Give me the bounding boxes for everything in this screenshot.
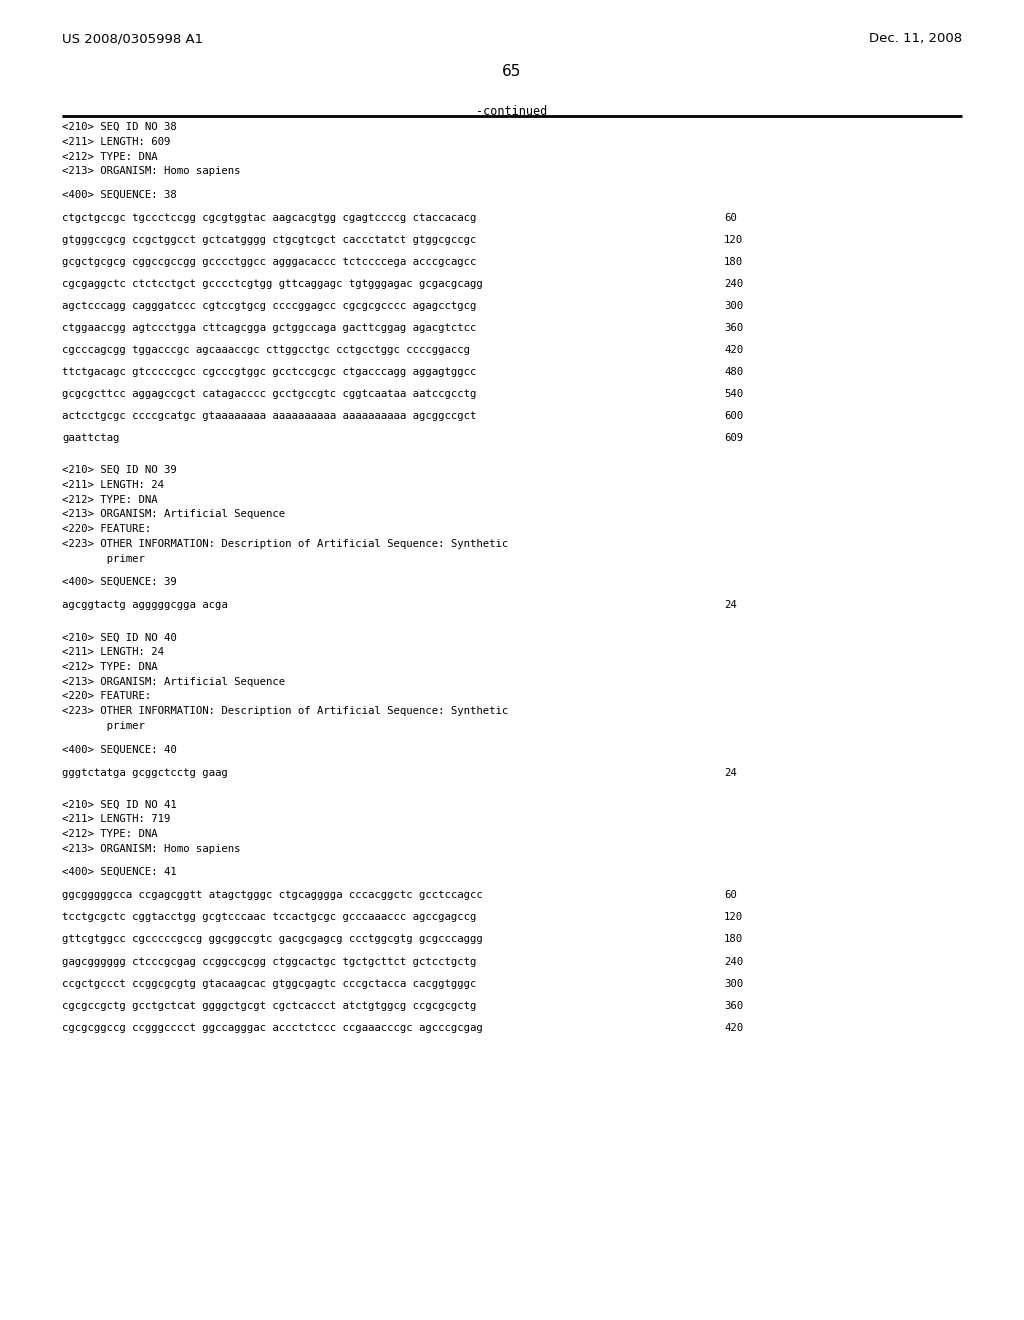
Text: cgcgccgctg gcctgctcat ggggctgcgt cgctcaccct atctgtggcg ccgcgcgctg: cgcgccgctg gcctgctcat ggggctgcgt cgctcac… (62, 1001, 476, 1011)
Text: <400> SEQUENCE: 41: <400> SEQUENCE: 41 (62, 867, 177, 878)
Text: 120: 120 (724, 235, 743, 246)
Text: gcgcgcttcc aggagccgct catagacccc gcctgccgtc cggtcaataa aatccgcctg: gcgcgcttcc aggagccgct catagacccc gcctgcc… (62, 389, 476, 399)
Text: 60: 60 (724, 891, 736, 900)
Text: gcgctgcgcg cggccgccgg gcccctggcc agggacaccc tctccccega acccgcagcc: gcgctgcgcg cggccgccgg gcccctggcc agggaca… (62, 257, 476, 267)
Text: <211> LENGTH: 24: <211> LENGTH: 24 (62, 647, 164, 657)
Text: ctgctgccgc tgccctccgg cgcgtggtac aagcacgtgg cgagtccccg ctaccacacg: ctgctgccgc tgccctccgg cgcgtggtac aagcacg… (62, 213, 476, 223)
Text: ccgctgccct ccggcgcgtg gtacaagcac gtggcgagtc cccgctacca cacggtgggc: ccgctgccct ccggcgcgtg gtacaagcac gtggcga… (62, 978, 476, 989)
Text: 65: 65 (503, 63, 521, 79)
Text: agctcccagg cagggatccc cgtccgtgcg ccccggagcc cgcgcgcccc agagcctgcg: agctcccagg cagggatccc cgtccgtgcg ccccgga… (62, 301, 476, 312)
Text: agcggtactg agggggcgga acga: agcggtactg agggggcgga acga (62, 601, 227, 610)
Text: 240: 240 (724, 279, 743, 289)
Text: actcctgcgc ccccgcatgc gtaaaaaaaa aaaaaaaaaa aaaaaaaaaa agcggccgct: actcctgcgc ccccgcatgc gtaaaaaaaa aaaaaaa… (62, 412, 476, 421)
Text: <220> FEATURE:: <220> FEATURE: (62, 692, 152, 701)
Text: <212> TYPE: DNA: <212> TYPE: DNA (62, 661, 158, 672)
Text: cgcgaggctc ctctcctgct gcccctcgtgg gttcaggagc tgtgggagac gcgacgcagg: cgcgaggctc ctctcctgct gcccctcgtgg gttcag… (62, 279, 482, 289)
Text: 480: 480 (724, 367, 743, 378)
Text: <210> SEQ ID NO 38: <210> SEQ ID NO 38 (62, 121, 177, 132)
Text: <210> SEQ ID NO 41: <210> SEQ ID NO 41 (62, 800, 177, 809)
Text: ggcgggggcca ccgagcggtt atagctgggc ctgcagggga cccacggctc gcctccagcc: ggcgggggcca ccgagcggtt atagctgggc ctgcag… (62, 891, 482, 900)
Text: 240: 240 (724, 957, 743, 966)
Text: cgcgcggccg ccgggcccct ggccagggac accctctccc ccgaaacccgc agcccgcgag: cgcgcggccg ccgggcccct ggccagggac accctct… (62, 1023, 482, 1032)
Text: primer: primer (62, 554, 144, 564)
Text: <400> SEQUENCE: 38: <400> SEQUENCE: 38 (62, 190, 177, 199)
Text: <210> SEQ ID NO 39: <210> SEQ ID NO 39 (62, 465, 177, 475)
Text: <213> ORGANISM: Artificial Sequence: <213> ORGANISM: Artificial Sequence (62, 677, 285, 686)
Text: <400> SEQUENCE: 39: <400> SEQUENCE: 39 (62, 577, 177, 587)
Text: 609: 609 (724, 433, 743, 444)
Text: <212> TYPE: DNA: <212> TYPE: DNA (62, 829, 158, 840)
Text: <210> SEQ ID NO 40: <210> SEQ ID NO 40 (62, 632, 177, 643)
Text: 360: 360 (724, 1001, 743, 1011)
Text: 540: 540 (724, 389, 743, 399)
Text: <212> TYPE: DNA: <212> TYPE: DNA (62, 495, 158, 504)
Text: <213> ORGANISM: Artificial Sequence: <213> ORGANISM: Artificial Sequence (62, 510, 285, 520)
Text: 180: 180 (724, 935, 743, 945)
Text: ttctgacagc gtcccccgcc cgcccgtggc gcctccgcgc ctgacccagg aggagtggcc: ttctgacagc gtcccccgcc cgcccgtggc gcctccg… (62, 367, 476, 378)
Text: gaattctag: gaattctag (62, 433, 120, 444)
Text: 360: 360 (724, 323, 743, 333)
Text: ctggaaccgg agtccctgga cttcagcgga gctggccaga gacttcggag agacgtctcc: ctggaaccgg agtccctgga cttcagcgga gctggcc… (62, 323, 476, 333)
Text: -continued: -continued (476, 106, 548, 117)
Text: <220> FEATURE:: <220> FEATURE: (62, 524, 152, 535)
Text: tcctgcgctc cggtacctgg gcgtcccaac tccactgcgc gcccaaaccc agccgagccg: tcctgcgctc cggtacctgg gcgtcccaac tccactg… (62, 912, 476, 923)
Text: <223> OTHER INFORMATION: Description of Artificial Sequence: Synthetic: <223> OTHER INFORMATION: Description of … (62, 539, 508, 549)
Text: cgcccagcgg tggacccgc agcaaaccgc cttggcctgc cctgcctggc ccccggaccg: cgcccagcgg tggacccgc agcaaaccgc cttggcct… (62, 345, 470, 355)
Text: <400> SEQUENCE: 40: <400> SEQUENCE: 40 (62, 744, 177, 754)
Text: <213> ORGANISM: Homo sapiens: <213> ORGANISM: Homo sapiens (62, 843, 241, 854)
Text: <211> LENGTH: 609: <211> LENGTH: 609 (62, 137, 170, 147)
Text: <212> TYPE: DNA: <212> TYPE: DNA (62, 152, 158, 161)
Text: 420: 420 (724, 1023, 743, 1032)
Text: 600: 600 (724, 412, 743, 421)
Text: Dec. 11, 2008: Dec. 11, 2008 (869, 32, 962, 45)
Text: 180: 180 (724, 257, 743, 267)
Text: gttcgtggcc cgcccccgccg ggcggccgtc gacgcgagcg ccctggcgtg gcgcccaggg: gttcgtggcc cgcccccgccg ggcggccgtc gacgcg… (62, 935, 482, 945)
Text: gtgggccgcg ccgctggcct gctcatgggg ctgcgtcgct caccctatct gtggcgccgc: gtgggccgcg ccgctggcct gctcatgggg ctgcgtc… (62, 235, 476, 246)
Text: 300: 300 (724, 978, 743, 989)
Text: gagcgggggg ctcccgcgag ccggccgcgg ctggcactgc tgctgcttct gctcctgctg: gagcgggggg ctcccgcgag ccggccgcgg ctggcac… (62, 957, 476, 966)
Text: 420: 420 (724, 345, 743, 355)
Text: <211> LENGTH: 719: <211> LENGTH: 719 (62, 814, 170, 824)
Text: 300: 300 (724, 301, 743, 312)
Text: 60: 60 (724, 213, 736, 223)
Text: US 2008/0305998 A1: US 2008/0305998 A1 (62, 32, 203, 45)
Text: 24: 24 (724, 768, 736, 777)
Text: primer: primer (62, 721, 144, 731)
Text: <211> LENGTH: 24: <211> LENGTH: 24 (62, 480, 164, 490)
Text: <223> OTHER INFORMATION: Description of Artificial Sequence: Synthetic: <223> OTHER INFORMATION: Description of … (62, 706, 508, 717)
Text: gggtctatga gcggctcctg gaag: gggtctatga gcggctcctg gaag (62, 768, 227, 777)
Text: 24: 24 (724, 601, 736, 610)
Text: 120: 120 (724, 912, 743, 923)
Text: <213> ORGANISM: Homo sapiens: <213> ORGANISM: Homo sapiens (62, 166, 241, 177)
